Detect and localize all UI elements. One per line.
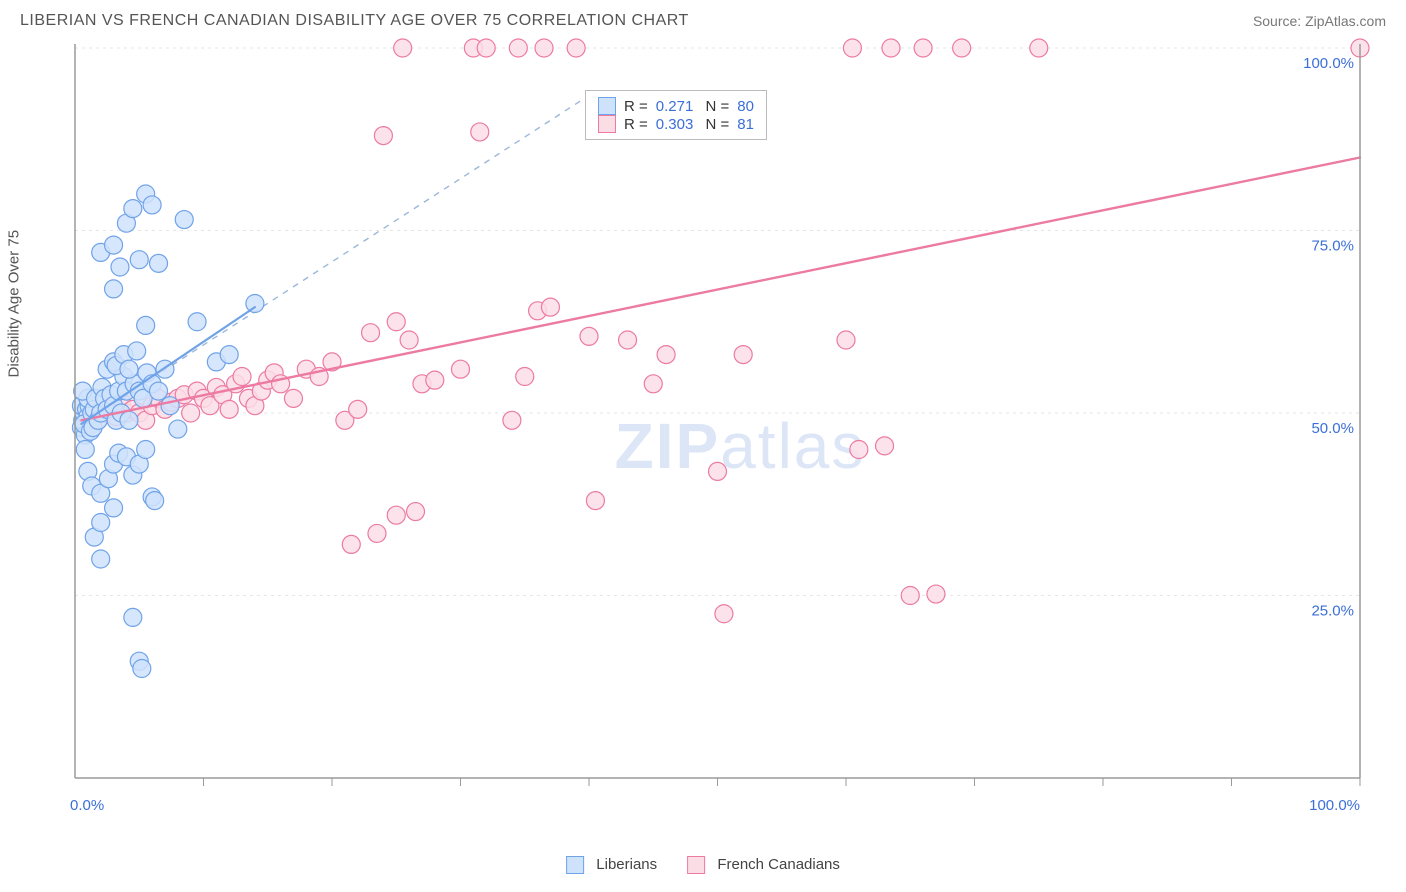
swatch-liberians — [598, 97, 616, 115]
r-value-liberians: 0.271 — [656, 98, 694, 115]
r-value-french: 0.303 — [656, 116, 694, 133]
swatch-icon — [687, 856, 705, 874]
stats-row-french: R = 0.303 N = 81 — [598, 115, 754, 133]
n-value-french: 81 — [737, 116, 754, 133]
chart-source: Source: ZipAtlas.com — [1253, 13, 1386, 29]
scatter-chart: ZIPatlas 25.0% 50.0% 75.0% 100.0% 0.0% 100.0% — [20, 38, 1386, 818]
stats-legend-box: R = 0.271 N = 80 R = 0.303 N = 81 — [585, 90, 767, 140]
chart-header: LIBERIAN VS FRENCH CANADIAN DISABILITY A… — [0, 0, 1406, 38]
legend-item-french: French Canadians — [687, 856, 840, 874]
legend-label-french: French Canadians — [717, 856, 840, 873]
y-axis-label: Disability Age Over 75 — [6, 230, 23, 378]
swatch-french — [598, 115, 616, 133]
svg-text:75.0%: 75.0% — [1311, 238, 1354, 255]
svg-text:100.0%: 100.0% — [1309, 797, 1360, 814]
n-value-liberians: 80 — [737, 98, 754, 115]
swatch-icon — [566, 856, 584, 874]
chart-container: Disability Age Over 75 ZIPatlas25.0%50.0… — [20, 38, 1386, 818]
legend-bottom: Liberians French Canadians — [566, 856, 840, 874]
svg-text:25.0%: 25.0% — [1311, 603, 1354, 620]
chart-title: LIBERIAN VS FRENCH CANADIAN DISABILITY A… — [20, 12, 689, 30]
svg-text:100.0%: 100.0% — [1303, 55, 1354, 72]
legend-item-liberians: Liberians — [566, 856, 657, 874]
svg-text:0.0%: 0.0% — [70, 797, 104, 814]
stats-row-liberians: R = 0.271 N = 80 — [598, 97, 754, 115]
svg-text:ZIPatlas: ZIPatlas — [615, 410, 866, 482]
legend-label-liberians: Liberians — [596, 856, 657, 873]
svg-text:50.0%: 50.0% — [1311, 420, 1354, 437]
